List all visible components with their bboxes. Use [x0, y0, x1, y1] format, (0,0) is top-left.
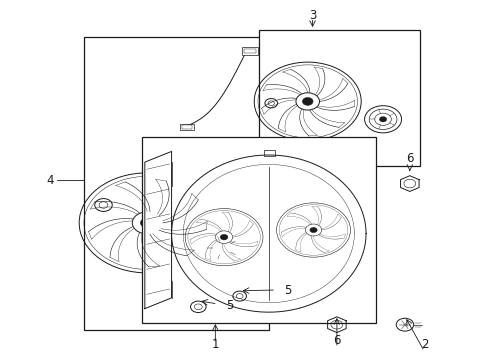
Text: 3: 3: [308, 9, 316, 22]
Circle shape: [379, 117, 386, 122]
Text: 4: 4: [46, 174, 54, 186]
Bar: [84, 37, 268, 330]
Bar: [142, 137, 375, 323]
Circle shape: [309, 227, 317, 233]
Text: 2: 2: [420, 338, 427, 351]
Bar: [264, 150, 274, 156]
Bar: [244, 49, 255, 53]
Circle shape: [302, 98, 312, 105]
Text: 5: 5: [226, 298, 233, 311]
Bar: [242, 47, 257, 55]
Circle shape: [140, 218, 154, 228]
Bar: [259, 30, 419, 166]
Bar: [182, 125, 192, 129]
Text: 1: 1: [211, 338, 219, 351]
Bar: [180, 123, 194, 130]
Circle shape: [218, 245, 226, 251]
Text: 6: 6: [332, 334, 340, 347]
Text: 5: 5: [284, 284, 291, 297]
Circle shape: [220, 234, 227, 240]
Text: 6: 6: [405, 152, 413, 165]
